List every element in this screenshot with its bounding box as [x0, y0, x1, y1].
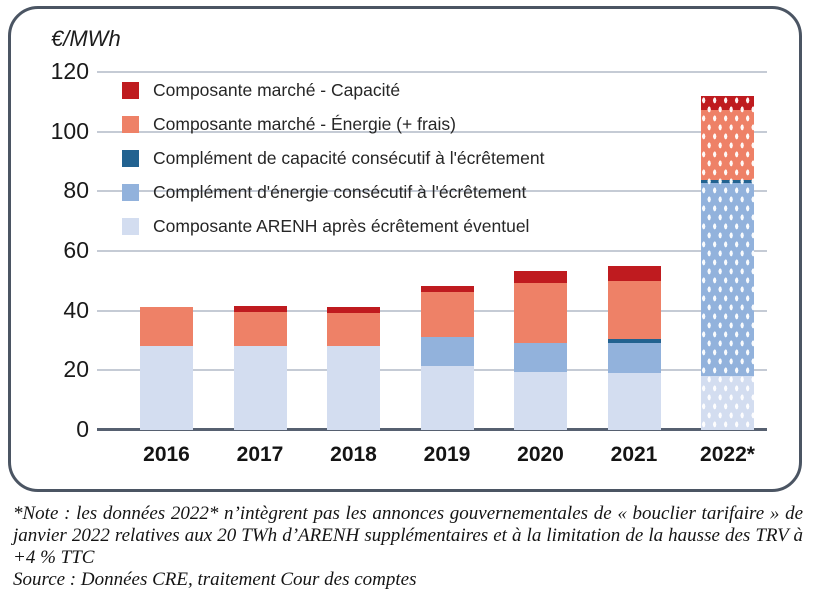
- x-tick-label: 2020: [517, 443, 564, 466]
- bar-segment: [233, 346, 287, 430]
- x-tick-label: 2017: [236, 443, 284, 466]
- legend-swatch-complement-capacite: [122, 149, 139, 167]
- bar-segment: [607, 373, 661, 430]
- legend-item: Complément d'énergie consécutif à l'écrê…: [122, 175, 544, 209]
- bar-segment: [514, 271, 567, 283]
- legend-label: Complément de capacité consécutif à l'éc…: [153, 147, 545, 168]
- legend-label: Complément d'énergie consécutif à l'écrê…: [153, 181, 527, 202]
- footnote-block: *Note : les données 2022* n’intègrent pa…: [13, 503, 803, 591]
- bar-segment: [514, 342, 567, 372]
- y-tick-label: 60: [63, 237, 89, 263]
- y-tick-label: 40: [63, 296, 89, 323]
- legend-item: Composante ARENH après écrêtement éventu…: [122, 209, 544, 243]
- bar-segment: [140, 346, 193, 430]
- bar-segment: [607, 266, 661, 281]
- y-tick-label: 0: [76, 416, 89, 442]
- legend-label: Composante marché - Énergie (+ frais): [153, 113, 456, 134]
- bar-segment: [420, 337, 474, 367]
- y-tick-label: 120: [50, 58, 89, 84]
- gridline: [97, 190, 767, 193]
- y-tick-label: 80: [63, 177, 89, 204]
- bar-segment: [420, 286, 474, 293]
- x-tick-label: 2022*: [700, 443, 755, 466]
- legend-label: Composante marché - Capacité: [153, 79, 401, 100]
- bar-2017: [233, 306, 287, 430]
- bar-segment: [327, 307, 380, 313]
- y-axis-unit-label: €/MWh: [51, 26, 121, 51]
- bar-2018: [327, 307, 380, 430]
- gridline: [97, 130, 767, 133]
- x-tick-label: 2021: [610, 443, 658, 466]
- bar-segment: [420, 292, 474, 338]
- x-tick-label: 2019: [423, 443, 471, 466]
- bar-segment: [233, 306, 287, 312]
- hatch-pattern-overlay: [701, 96, 754, 430]
- gridline: [97, 71, 767, 73]
- x-axis-labels: 2016 2017 2018 2019 2020 2021 2022*: [97, 443, 767, 473]
- bar-segment: [140, 307, 193, 347]
- chart-legend: Composante marché - Capacité Composante …: [122, 73, 544, 243]
- x-tick-label: 2016: [143, 443, 190, 466]
- gridline: [97, 250, 767, 252]
- bar-segment: [327, 346, 380, 430]
- bar-segment: [607, 339, 661, 344]
- bar-segment: [327, 312, 380, 347]
- source-text: Source : Données CRE, traitement Cour de…: [13, 569, 417, 591]
- legend-swatch-capacite: [122, 81, 139, 99]
- legend-item: Composante marché - Capacité: [122, 73, 544, 107]
- bar-segment: [607, 343, 661, 374]
- bar-2016: [140, 307, 193, 430]
- legend-label: Composante ARENH après écrêtement éventu…: [153, 215, 530, 236]
- y-axis: 0 20 40 60 80 100 120: [25, 60, 89, 441]
- legend-item: Complément de capacité consécutif à l'éc…: [122, 141, 544, 175]
- x-tick-label: 2018: [330, 443, 377, 466]
- bar-2022*: [701, 96, 754, 430]
- bar-segment: [514, 282, 567, 343]
- chart-frame: €/MWh 0 20 40 60 80 100 120 2016 2017 2018 201…: [8, 6, 802, 492]
- bar-segment: [514, 371, 567, 430]
- legend-item: Composante marché - Énergie (+ frais): [122, 107, 544, 141]
- bar-2021: [607, 266, 661, 430]
- bar-segment: [607, 280, 661, 340]
- plot-area: [97, 71, 767, 431]
- bar-2020: [514, 271, 567, 430]
- legend-swatch-complement-energie: [122, 183, 139, 201]
- legend-swatch-arenh: [122, 217, 139, 235]
- y-tick-label: 20: [63, 356, 89, 383]
- footnote-text: *Note : les données 2022* n’intègrent pa…: [13, 503, 803, 569]
- bar-2019: [420, 286, 474, 430]
- y-tick-label: 100: [50, 117, 89, 144]
- legend-swatch-energie: [122, 115, 139, 133]
- bar-segment: [420, 366, 474, 430]
- bar-segment: [233, 311, 287, 347]
